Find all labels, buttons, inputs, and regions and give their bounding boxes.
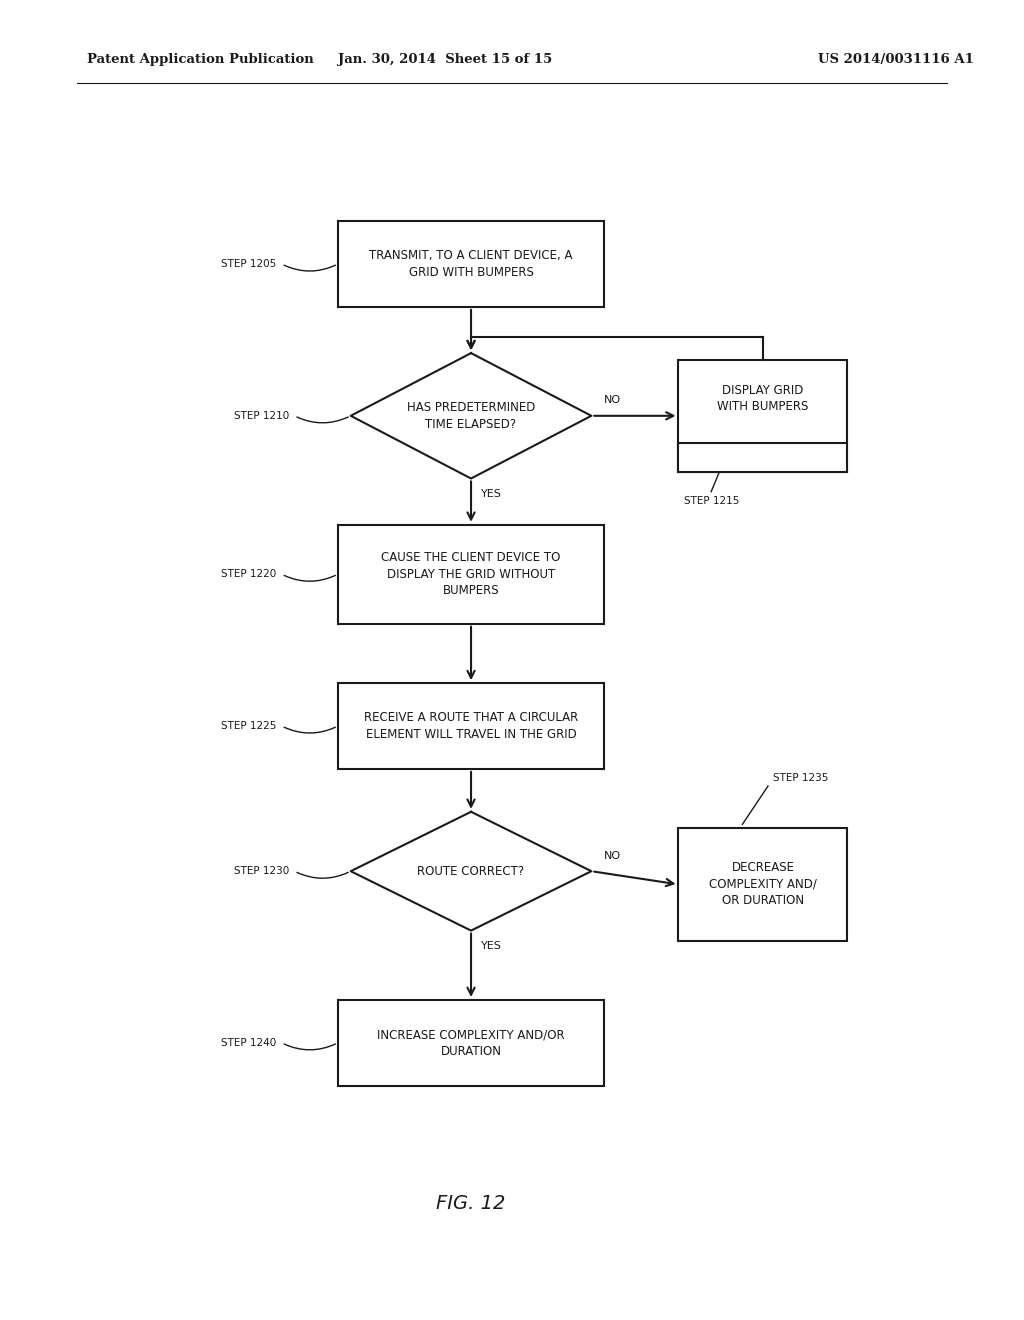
- Text: FIG. 12: FIG. 12: [436, 1195, 506, 1213]
- Bar: [678, 442, 848, 471]
- Text: STEP 1215: STEP 1215: [684, 495, 739, 506]
- Text: ROUTE CORRECT?: ROUTE CORRECT?: [418, 865, 524, 878]
- Bar: [338, 684, 604, 768]
- Text: NO: NO: [604, 395, 621, 405]
- Text: STEP 1225: STEP 1225: [221, 721, 276, 731]
- Text: NO: NO: [604, 850, 621, 861]
- Text: INCREASE COMPLEXITY AND/OR
DURATION: INCREASE COMPLEXITY AND/OR DURATION: [377, 1028, 565, 1057]
- Bar: [678, 829, 848, 940]
- Text: CAUSE THE CLIENT DEVICE TO
DISPLAY THE GRID WITHOUT
BUMPERS: CAUSE THE CLIENT DEVICE TO DISPLAY THE G…: [381, 552, 561, 597]
- Text: STEP 1230: STEP 1230: [234, 866, 290, 876]
- Bar: [678, 359, 848, 471]
- Text: STEP 1220: STEP 1220: [221, 569, 276, 579]
- Text: DISPLAY GRID
WITH BUMPERS: DISPLAY GRID WITH BUMPERS: [717, 384, 809, 413]
- Text: Patent Application Publication: Patent Application Publication: [87, 53, 313, 66]
- Bar: [338, 220, 604, 306]
- Text: STEP 1210: STEP 1210: [234, 411, 290, 421]
- Text: YES: YES: [481, 941, 502, 952]
- Polygon shape: [350, 812, 592, 931]
- Text: STEP 1240: STEP 1240: [221, 1038, 276, 1048]
- Polygon shape: [350, 352, 592, 478]
- Text: YES: YES: [481, 488, 502, 499]
- Bar: [338, 1001, 604, 1085]
- Text: HAS PREDETERMINED
TIME ELAPSED?: HAS PREDETERMINED TIME ELAPSED?: [407, 401, 536, 430]
- Text: RECEIVE A ROUTE THAT A CIRCULAR
ELEMENT WILL TRAVEL IN THE GRID: RECEIVE A ROUTE THAT A CIRCULAR ELEMENT …: [364, 711, 579, 741]
- Text: US 2014/0031116 A1: US 2014/0031116 A1: [818, 53, 974, 66]
- Bar: [338, 525, 604, 624]
- Text: STEP 1235: STEP 1235: [773, 774, 828, 783]
- Text: Jan. 30, 2014  Sheet 15 of 15: Jan. 30, 2014 Sheet 15 of 15: [338, 53, 553, 66]
- Text: TRANSMIT, TO A CLIENT DEVICE, A
GRID WITH BUMPERS: TRANSMIT, TO A CLIENT DEVICE, A GRID WIT…: [370, 249, 572, 279]
- Text: DECREASE
COMPLEXITY AND/
OR DURATION: DECREASE COMPLEXITY AND/ OR DURATION: [709, 862, 817, 907]
- Text: STEP 1205: STEP 1205: [221, 259, 276, 269]
